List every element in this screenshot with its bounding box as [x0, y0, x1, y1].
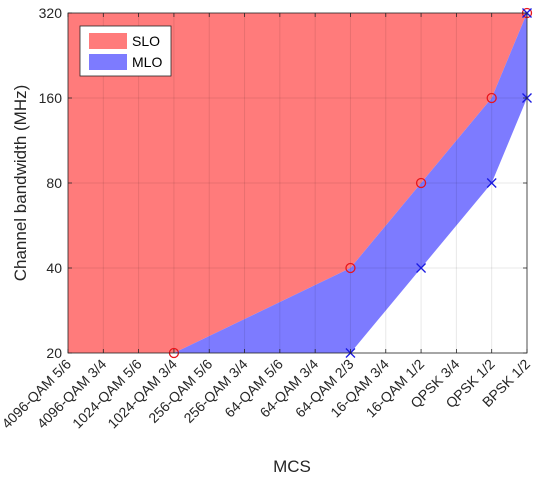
slo-marker: [345, 262, 356, 274]
mlo-marker: [486, 178, 497, 188]
legend-label-mlo: MLO: [132, 54, 162, 70]
mlo-marker: [416, 263, 427, 273]
y-tick-label: 160: [39, 90, 63, 106]
y-tick-label: 20: [46, 345, 62, 361]
y-axis-label: Channel bandwidth (MHz): [11, 85, 30, 282]
area-layer: [68, 13, 527, 353]
x-axis-label: MCS: [273, 457, 311, 476]
slo-marker: [486, 92, 497, 104]
legend: SLO MLO: [79, 25, 172, 77]
mlo-marker-stroke: [486, 178, 497, 188]
y-tick-label: 80: [46, 175, 62, 191]
slo-marker: [415, 177, 427, 189]
y-tick-label: 320: [39, 5, 63, 21]
legend-swatch-slo: [89, 33, 127, 49]
legend-label-slo: SLO: [132, 33, 160, 49]
y-tick-label: 40: [46, 260, 62, 276]
legend-swatch-mlo: [89, 54, 127, 70]
slo-area: [68, 13, 527, 353]
mlo-marker-stroke: [416, 263, 427, 273]
marker-layer: [168, 7, 533, 359]
mlo-area: [173, 13, 527, 353]
axes-layer: [67, 12, 528, 354]
